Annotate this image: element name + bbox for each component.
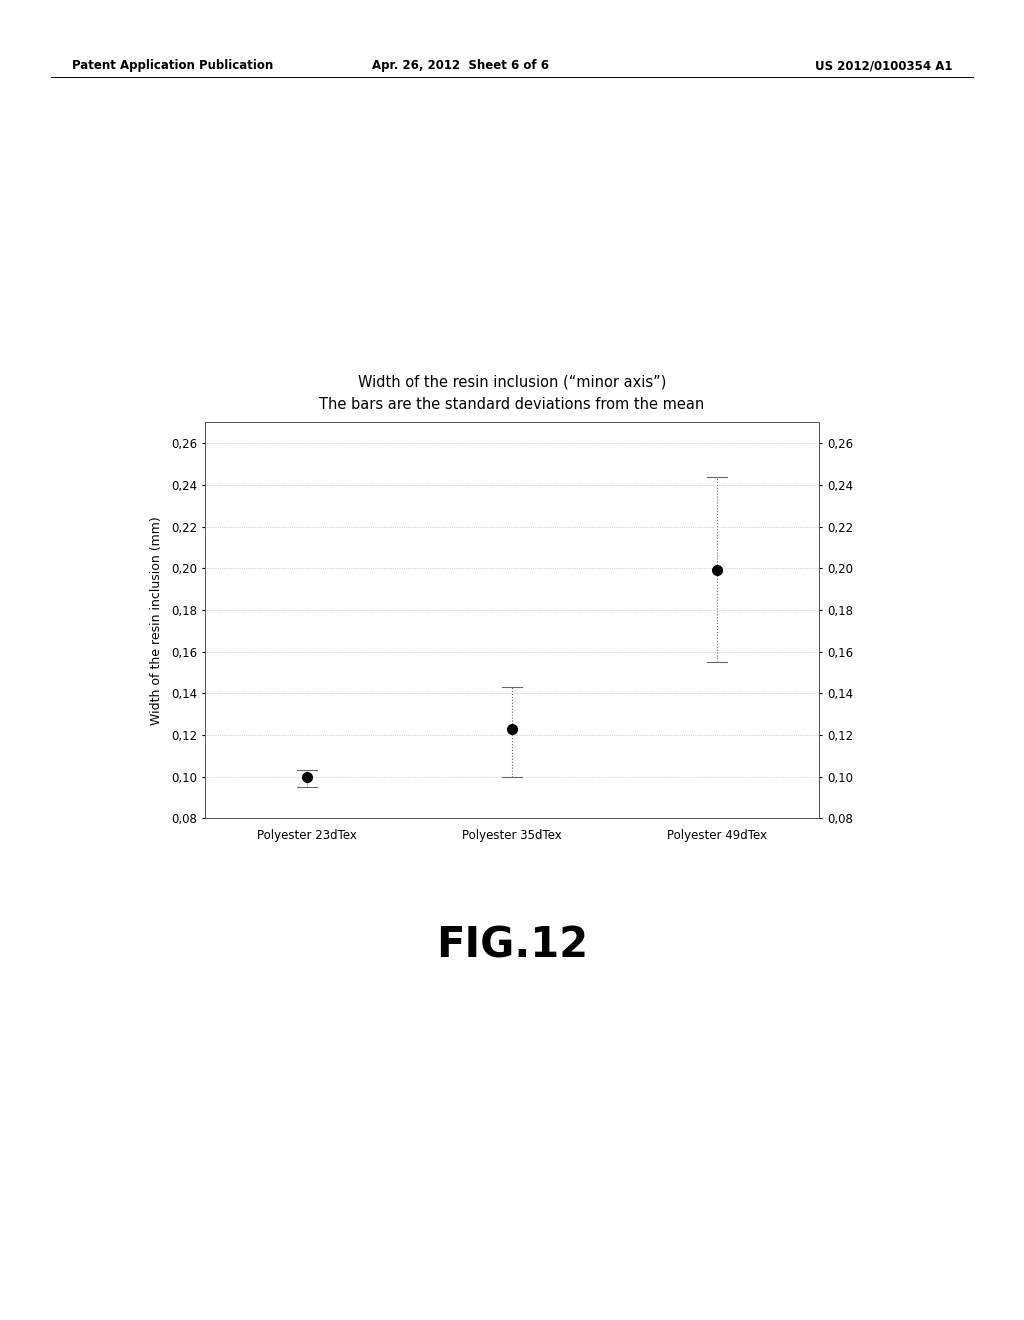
- Text: Apr. 26, 2012  Sheet 6 of 6: Apr. 26, 2012 Sheet 6 of 6: [373, 59, 549, 73]
- Text: Patent Application Publication: Patent Application Publication: [72, 59, 273, 73]
- Text: US 2012/0100354 A1: US 2012/0100354 A1: [815, 59, 952, 73]
- Title: Width of the resin inclusion (“minor axis”)
The bars are the standard deviations: Width of the resin inclusion (“minor axi…: [319, 375, 705, 412]
- Y-axis label: Width of the resin inclusion (mm): Width of the resin inclusion (mm): [150, 516, 163, 725]
- Text: FIG.12: FIG.12: [436, 924, 588, 966]
